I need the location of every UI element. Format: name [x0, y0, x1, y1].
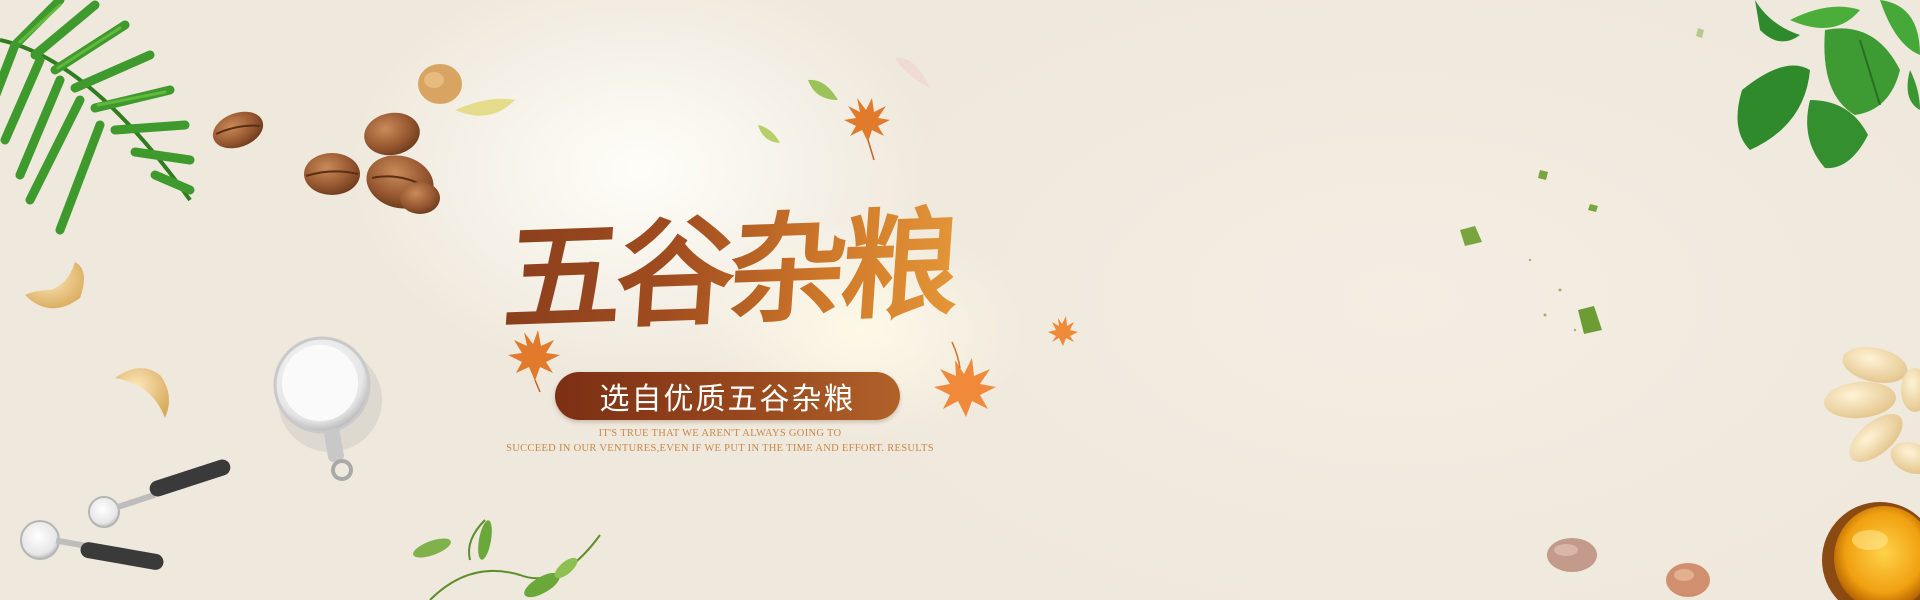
leaf-icon — [808, 79, 838, 100]
maple-leaf-icon — [508, 98, 1078, 417]
leaf-icon — [758, 125, 780, 143]
palm-leaf-icon — [0, 0, 195, 235]
leaf-icon — [455, 98, 515, 116]
honey-jar-icon — [1822, 502, 1920, 600]
subtitle-text: 选自优质五谷杂粮 — [599, 382, 856, 417]
green-leaves-icon — [1737, 0, 1920, 169]
cashew-icon — [25, 262, 169, 418]
stone-icon — [1547, 538, 1710, 597]
green-sprout-icon — [413, 519, 601, 600]
coffee-bean-icon — [212, 64, 462, 214]
measuring-cup-icon — [273, 336, 382, 481]
page-title: 五谷杂粮 — [499, 188, 981, 354]
measuring-spoon-icon — [20, 459, 231, 570]
petal-icon — [895, 57, 930, 88]
tagline-line-2: SUCCEED IN OUR VENTURES,EVEN IF WE PUT I… — [506, 443, 934, 454]
tagline-line-1: IT'S TRUE THAT WE AREN'T ALWAYS GOING TO — [598, 428, 842, 439]
subtitle-badge: 选自优质五谷杂粮 — [555, 372, 900, 420]
crumb-icon — [1460, 28, 1704, 334]
pine-nut-icon — [1824, 347, 1920, 474]
